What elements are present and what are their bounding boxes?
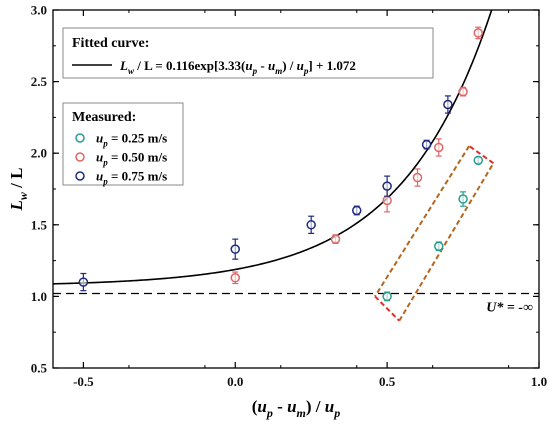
fit-legend: Fitted curve: Lw​ / L = 0.116exp[3.33(up​…: [62, 27, 434, 79]
x-tick-label: 1.0: [531, 374, 547, 389]
x-axis-title: (up​ - um​) / up​: [252, 397, 340, 420]
y-tick-label: 1.0: [31, 289, 47, 304]
measured-legend-box: [62, 102, 184, 186]
fitted-curve-group: [53, 10, 493, 285]
data-point: [330, 234, 341, 244]
axis-titles: (up​ - um​) / up​ Lw​ / L: [7, 168, 340, 420]
fitted-curve: [53, 10, 493, 285]
data-point: [473, 155, 483, 166]
data-point: [230, 244, 240, 254]
series-1: [382, 155, 483, 302]
y-tick-label: 2.0: [31, 146, 47, 161]
legend-marker: [75, 152, 85, 162]
series-2: [230, 26, 483, 285]
data-points: [78, 26, 483, 302]
data-point: [382, 195, 392, 206]
highlight-box-group: [374, 145, 495, 322]
y-tick-label: 1.5: [31, 217, 48, 232]
x-tick-label: 0.5: [379, 374, 396, 389]
reference-line-label: U* = -∞: [486, 301, 533, 316]
legend-marker: [75, 133, 85, 143]
data-point: [473, 28, 483, 38]
highlight-box-edge: [374, 145, 470, 297]
legend-marker: [75, 171, 85, 181]
y-tick-label: 2.5: [31, 74, 48, 89]
axes: -0.5 0.0 0.5 1.0 0.5 1.0 1.5 2.0 2.5 3.0: [31, 3, 547, 390]
measured-legend-title: Measured:: [72, 110, 136, 125]
legend-label: up​ = 0.50 m/s: [96, 150, 167, 168]
series-3: [78, 95, 453, 292]
x-tick-label: -0.5: [73, 374, 94, 389]
data-point: [434, 142, 444, 153]
fit-legend-box: [62, 27, 434, 79]
data-point: [78, 277, 89, 287]
data-point: [382, 291, 392, 302]
data-point: [421, 139, 432, 150]
data-point: [230, 273, 240, 283]
measured-legend: Measured: up​ = 0.25 m/sup​ = 0.50 m/sup​…: [62, 102, 184, 187]
x-tick-label: 0.0: [227, 374, 243, 389]
data-point: [382, 181, 392, 191]
highlight-box-edge: [398, 162, 495, 322]
data-point: [434, 241, 444, 252]
reference-line-group: U* = -∞: [53, 292, 539, 316]
fit-legend-label: Lw​ / L = 0.116exp[3.33(up​ - um​) / up​…: [119, 58, 356, 76]
data-point: [458, 86, 468, 97]
highlight-box-edge: [374, 295, 400, 322]
fit-legend-title: Fitted curve:: [72, 36, 149, 51]
data-point: [352, 205, 362, 216]
legend-label: up​ = 0.75 m/s: [96, 169, 167, 187]
y-tick-label: 3.0: [31, 3, 47, 18]
legend-label: up​ = 0.25 m/s: [96, 131, 167, 149]
y-axis-title: Lw​ / L: [7, 168, 30, 212]
data-point: [443, 99, 453, 110]
data-point: [306, 220, 316, 230]
data-point: [458, 194, 468, 204]
data-point: [412, 172, 423, 183]
highlight-box-edge: [468, 145, 495, 165]
y-tick-label: 0.5: [31, 361, 48, 376]
